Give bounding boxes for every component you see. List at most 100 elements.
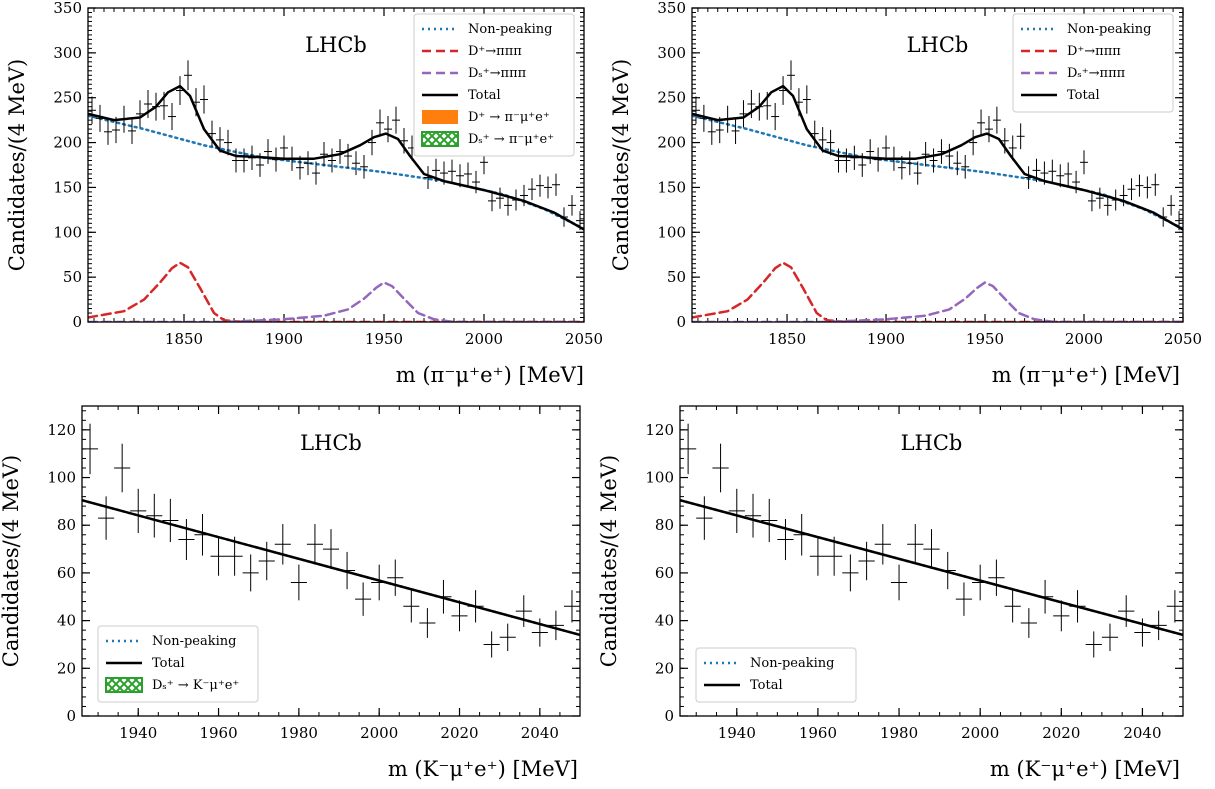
legend-item: Total xyxy=(422,88,501,103)
data-point xyxy=(1119,184,1128,207)
plot-frame xyxy=(679,405,1184,717)
x-tick-label: 2040 xyxy=(521,724,559,742)
chart-panel: 1940 1960 1980 2000 2020 2040020406080100120L… xyxy=(0,405,581,781)
data-point xyxy=(290,564,307,601)
data-point xyxy=(787,60,795,91)
data-point xyxy=(1143,176,1152,199)
y-tick-label: 40 xyxy=(655,612,674,630)
data-point xyxy=(897,155,906,180)
x-tick-label: 2020 xyxy=(440,724,478,742)
data-point xyxy=(568,195,576,216)
x-tick-label: 2000 xyxy=(961,724,999,742)
legend-item: Non-peaking xyxy=(704,656,834,671)
data-point xyxy=(472,170,480,194)
y-axis-title: Candidates/(4 MeV) xyxy=(5,59,29,271)
y-tick-label: 200 xyxy=(53,134,82,152)
data-point xyxy=(731,117,740,145)
data-point xyxy=(939,551,956,590)
y-tick-label: 100 xyxy=(645,469,674,487)
legend-frame xyxy=(1012,13,1174,113)
curves xyxy=(82,423,580,658)
y-tick-label: 350 xyxy=(53,0,82,17)
data-point xyxy=(419,608,436,638)
legend-item: D⁺→πππ xyxy=(422,44,522,59)
data-point xyxy=(547,610,564,641)
data-point xyxy=(504,195,512,216)
panel-tag: LHCb xyxy=(305,33,367,57)
legend-label: Dₛ⁺→πππ xyxy=(1067,66,1126,81)
data-point xyxy=(512,189,520,211)
legend-item: D⁺→πππ xyxy=(1021,44,1121,59)
data-point xyxy=(82,423,99,475)
data-point xyxy=(336,139,344,164)
y-tick-label: 120 xyxy=(47,421,76,439)
y-tick-label: 50 xyxy=(63,268,82,286)
legend-item: Dₛ⁺ → K⁻μ⁺e⁺ xyxy=(105,677,239,693)
data-point xyxy=(874,524,891,565)
y-tick-label: 40 xyxy=(57,612,76,630)
data-point xyxy=(1053,600,1070,632)
data-point xyxy=(889,146,898,171)
panel-tag: LHCb xyxy=(300,431,362,455)
data-point xyxy=(850,145,859,170)
y-axis-title: Candidates/(4 MeV) xyxy=(0,455,23,667)
data-point xyxy=(1150,610,1167,641)
y-axis-title: Candidates/(4 MeV) xyxy=(609,59,633,271)
data-point xyxy=(1004,590,1021,623)
series-line xyxy=(692,114,1183,230)
x-tick-label: 2050 xyxy=(565,330,603,348)
x-tick-label: 1960 xyxy=(799,724,837,742)
data-point xyxy=(953,151,962,176)
data-point xyxy=(515,595,532,627)
data-point xyxy=(1032,158,1041,183)
data-point xyxy=(707,118,716,145)
data-point xyxy=(696,496,713,540)
data-point xyxy=(467,590,484,623)
data-point xyxy=(712,443,729,493)
legend-label: Dₛ⁺ → K⁻μ⁺e⁺ xyxy=(152,678,239,693)
data-point xyxy=(794,88,803,117)
data-point xyxy=(371,564,388,601)
x-axis-title: m (π⁻μ⁺e⁺) [MeV] xyxy=(396,363,584,387)
data-point xyxy=(200,85,208,114)
data-point xyxy=(842,554,859,592)
data-point xyxy=(435,579,452,614)
y-tick-label: 100 xyxy=(47,469,76,487)
data-point xyxy=(1118,595,1135,627)
data-point xyxy=(715,116,724,144)
x-axis-title: m (π⁻μ⁺e⁺) [MeV] xyxy=(992,363,1180,387)
data-point xyxy=(152,92,160,121)
plot-frame xyxy=(81,405,581,717)
data-point xyxy=(352,151,360,176)
data-point xyxy=(98,496,115,540)
data-point xyxy=(496,187,504,209)
data-point xyxy=(322,529,340,570)
data-point xyxy=(88,96,96,125)
y-tick-label: 60 xyxy=(655,564,674,582)
y-tick-label: 300 xyxy=(53,44,82,62)
data-point xyxy=(1064,162,1073,186)
series-line xyxy=(88,281,584,322)
data-point xyxy=(339,551,356,590)
data-point xyxy=(1159,207,1168,227)
data-point xyxy=(216,127,224,153)
data-point xyxy=(1151,173,1160,196)
data-point xyxy=(985,115,993,143)
data-point xyxy=(226,536,243,576)
data-point xyxy=(1020,608,1037,638)
data-point xyxy=(258,541,275,581)
data-point xyxy=(240,148,248,173)
legend-swatch xyxy=(421,131,459,147)
data-point xyxy=(1167,195,1176,216)
data-point xyxy=(1072,170,1081,194)
data-point xyxy=(744,493,762,538)
x-tick-label: 2050 xyxy=(1164,330,1202,348)
data-point xyxy=(1127,178,1136,201)
legend-item: Non-peaking xyxy=(106,634,236,649)
data-point xyxy=(136,100,144,128)
y-tick-label: 100 xyxy=(53,223,82,241)
series-line xyxy=(88,261,584,322)
x-tick-label: 1980 xyxy=(880,724,918,742)
data-point xyxy=(929,148,938,173)
x-tick-label: 1900 xyxy=(867,330,905,348)
